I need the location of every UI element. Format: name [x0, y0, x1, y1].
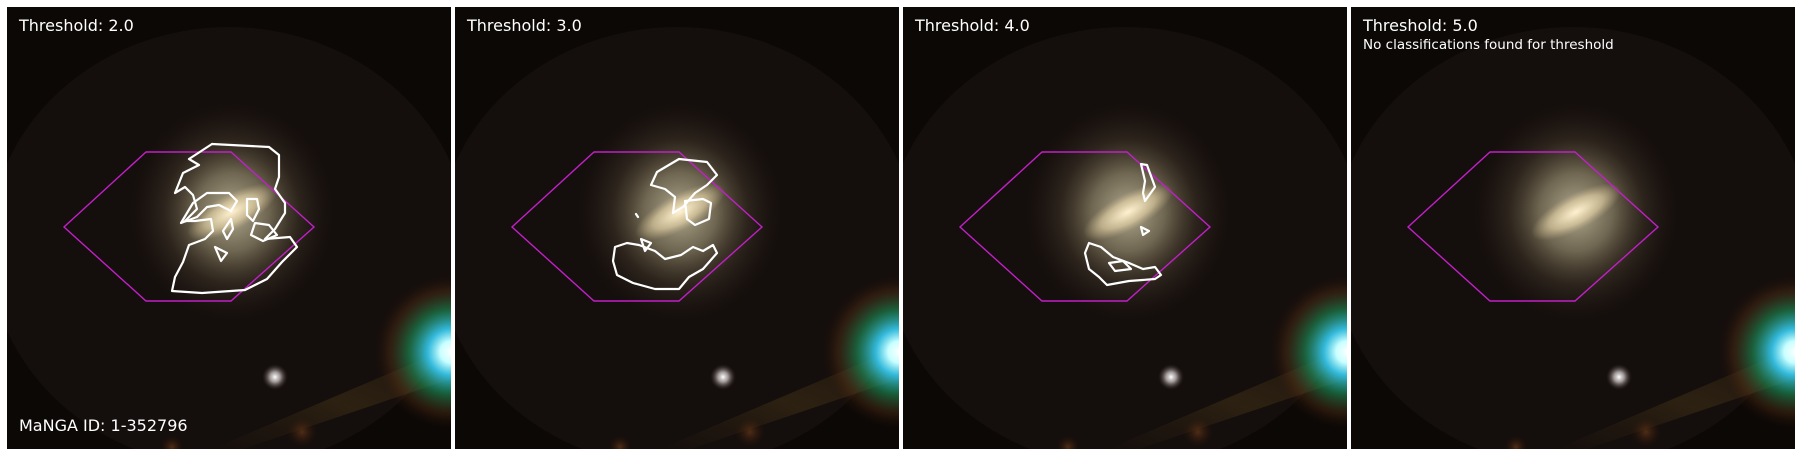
panel-threshold-4: Threshold: 4.0 [903, 7, 1347, 449]
threshold-label: Threshold: 3.0 [467, 16, 582, 35]
ifu-hexagon [1406, 151, 1660, 302]
classification-contour [1083, 162, 1163, 287]
no-classifications-note: No classifications found for threshold [1363, 37, 1614, 53]
manga-id-label: MaNGA ID: 1-352796 [19, 416, 188, 435]
panel-threshold-3: Threshold: 3.0 [455, 7, 899, 449]
classification-contour [611, 157, 719, 291]
threshold-label: Threshold: 2.0 [19, 16, 134, 35]
panel-threshold-2: Threshold: 2.0 MaNGA ID: 1-352796 [7, 7, 451, 449]
ifu-hexagon [62, 151, 316, 302]
galaxy-image [903, 7, 1347, 449]
galaxy-image [455, 7, 899, 449]
panel-threshold-5: Threshold: 5.0 No classifications found … [1351, 7, 1795, 449]
galaxy-image [7, 7, 451, 449]
threshold-label: Threshold: 5.0 [1363, 16, 1478, 35]
classification-contour [170, 142, 299, 295]
ifu-hexagon [958, 151, 1212, 302]
galaxy-image [1351, 7, 1795, 449]
threshold-label: Threshold: 4.0 [915, 16, 1030, 35]
ifu-hexagon [510, 151, 764, 302]
